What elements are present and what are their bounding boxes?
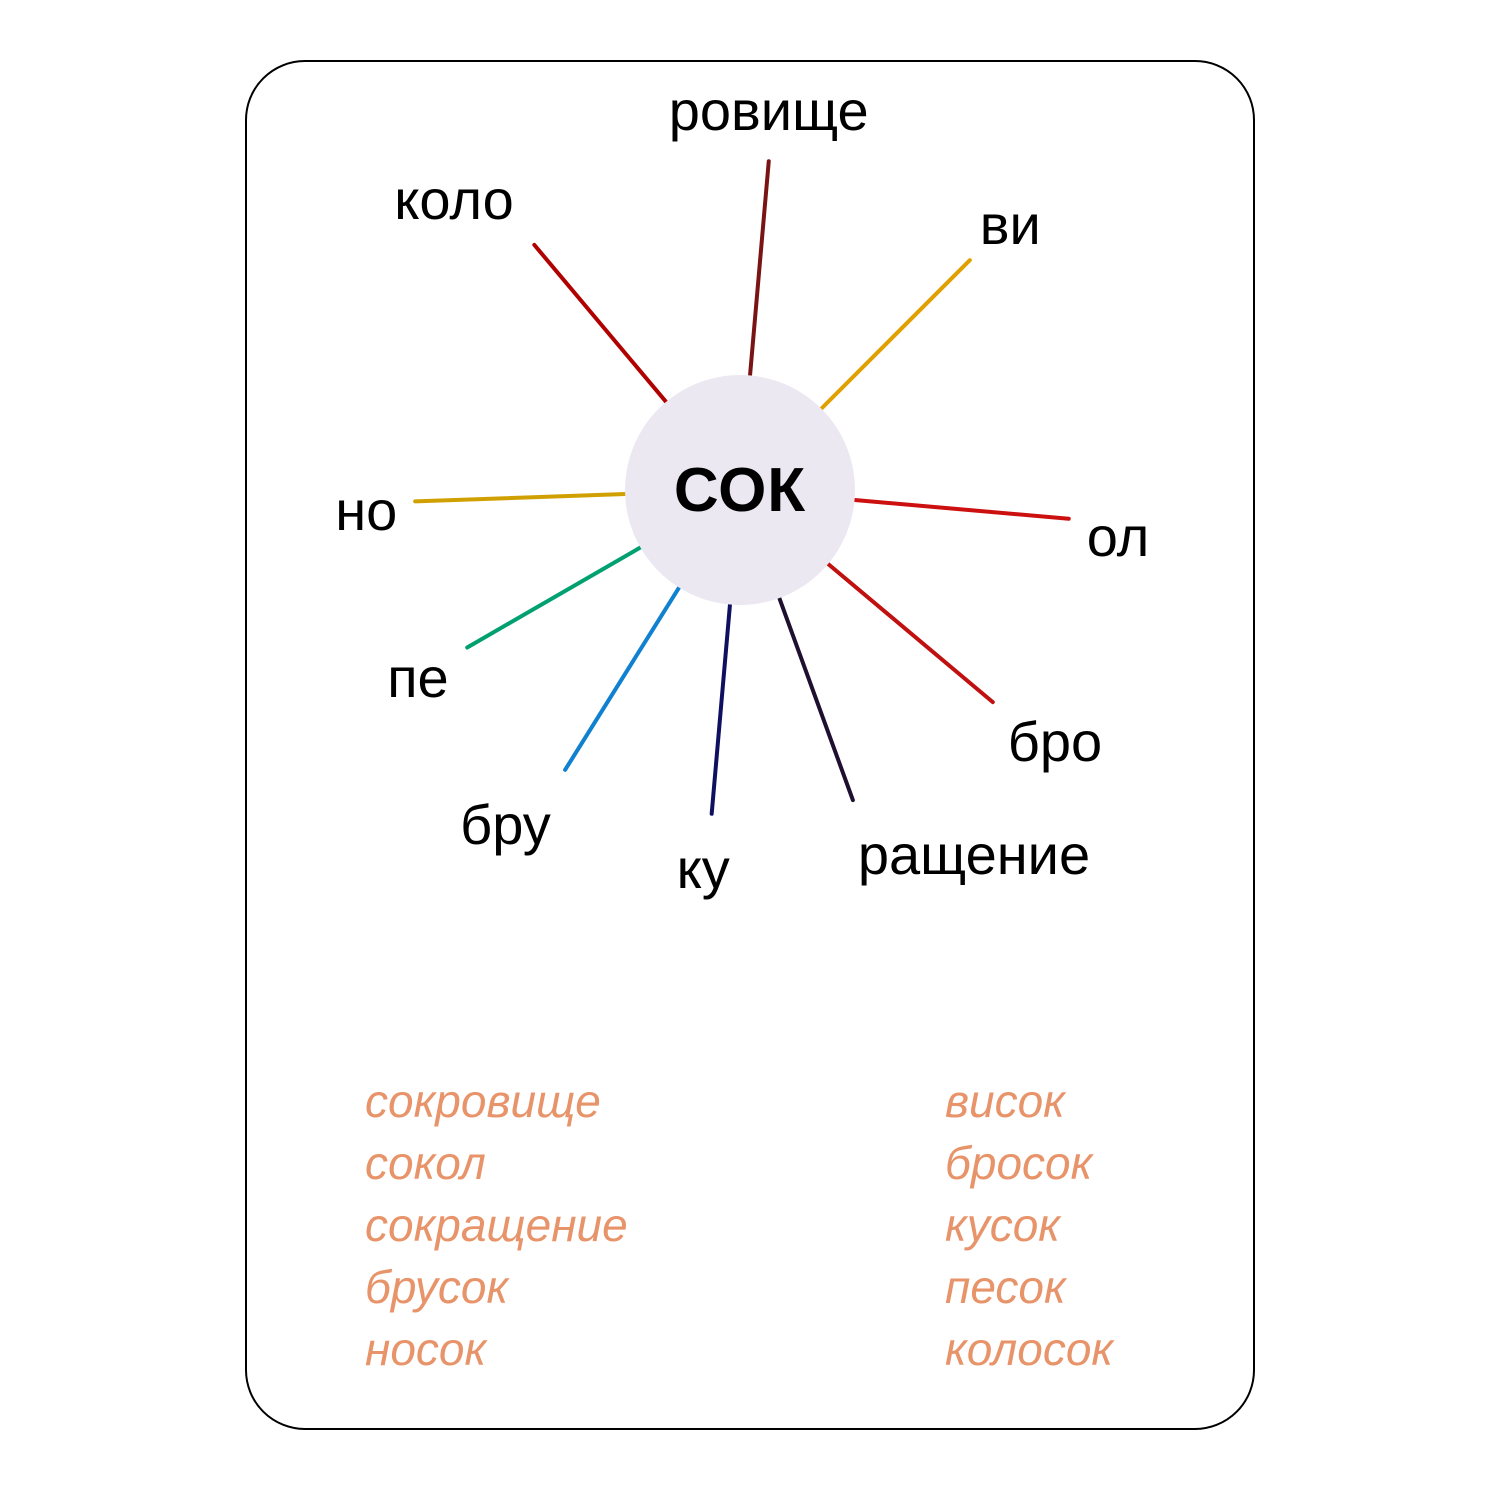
- answer-word: сокровище: [365, 1070, 705, 1132]
- spoke-label: пе: [387, 650, 448, 706]
- spoke-label: ви: [980, 197, 1041, 253]
- center-circle: СОК: [625, 375, 855, 605]
- spoke-line: [712, 601, 731, 814]
- spoke-label: ращение: [858, 827, 1090, 883]
- answers: сокровищесоколсокращениебрусокносок висок…: [365, 1070, 1285, 1380]
- spoke-label: коло: [394, 172, 514, 228]
- answer-word: бросок: [945, 1132, 1285, 1194]
- spoke-line: [818, 260, 969, 411]
- answer-word: кусок: [945, 1194, 1285, 1256]
- spoke-line: [534, 245, 668, 405]
- answer-word: песок: [945, 1256, 1285, 1318]
- spoke-label: ку: [677, 841, 730, 897]
- answers-column: сокровищесоколсокращениебрусокносок: [365, 1070, 705, 1380]
- answer-word: сокращение: [365, 1194, 705, 1256]
- answer-word: висок: [945, 1070, 1285, 1132]
- spoke-line: [565, 584, 681, 770]
- answer-word: колосок: [945, 1318, 1285, 1380]
- spoke-line: [825, 561, 993, 702]
- spoke-line: [467, 546, 644, 648]
- spoke-line: [415, 494, 629, 501]
- spoke-line: [750, 161, 769, 379]
- spoke-label: ровище: [669, 83, 869, 139]
- spoke-label: но: [335, 483, 397, 539]
- spoke-label: ол: [1087, 509, 1150, 565]
- spoke-line: [778, 594, 853, 800]
- spoke-label: бро: [1008, 714, 1102, 770]
- answer-word: носок: [365, 1318, 705, 1380]
- spoke-label: бру: [460, 797, 551, 853]
- answer-word: брусок: [365, 1256, 705, 1318]
- spoke-line: [851, 500, 1069, 519]
- answers-column: високбросоккусокпесокколосок: [945, 1070, 1285, 1380]
- center-text: СОК: [674, 455, 806, 526]
- answer-word: сокол: [365, 1132, 705, 1194]
